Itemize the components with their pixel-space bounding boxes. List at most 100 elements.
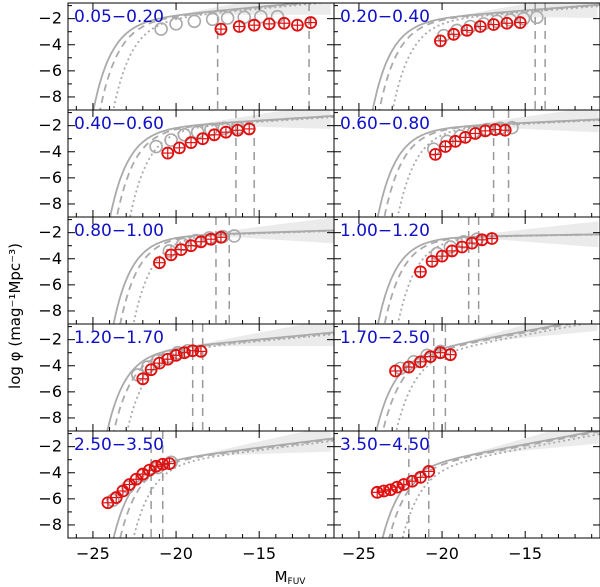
red-data-point <box>389 364 402 378</box>
x-tick-label: −25 <box>76 544 110 563</box>
uncertainty-band <box>407 431 599 484</box>
panel-9: 2.50−3.50 −8 −6 −4 −2 −25 −20 −15 <box>38 430 335 563</box>
x-tick-label: −20 <box>425 544 459 563</box>
panel-10: 3.50−4.50 −25 −20 −15 <box>333 430 600 563</box>
x-axis-label: MFUV <box>275 568 307 587</box>
y-tick-label: −4 <box>38 249 62 268</box>
red-data-point <box>433 34 447 48</box>
red-data-point <box>390 480 404 494</box>
panel-plot-area <box>101 431 334 538</box>
y-tick-label: −4 <box>38 356 62 375</box>
red-data-point <box>153 256 166 270</box>
red-data-point <box>247 18 261 32</box>
panel-plot-area <box>109 110 334 217</box>
redshift-range-label: 0.80−1.00 <box>74 221 164 241</box>
fit-line-dotted <box>395 324 588 431</box>
gray-data-point <box>149 139 163 154</box>
red-data-point <box>136 467 150 481</box>
fit-line-dotted <box>401 433 600 538</box>
redshift-range-label: 1.70−2.50 <box>340 328 430 348</box>
gray-data-point <box>530 10 544 25</box>
gray-data-point <box>164 133 178 147</box>
gray-data-point <box>270 9 285 24</box>
red-data-point <box>422 465 436 478</box>
x-axis-label-main: M <box>275 568 288 586</box>
y-tick-label: −8 <box>38 87 62 106</box>
fit-line-dotted <box>112 3 330 110</box>
panel-2: 0.20−0.40 <box>333 2 600 111</box>
y-tick-label: −6 <box>38 61 62 80</box>
red-data-point <box>488 123 502 136</box>
redshift-range-label: 3.50−4.50 <box>340 435 430 455</box>
red-data-point <box>277 16 291 30</box>
red-data-point <box>291 18 304 32</box>
redshift-range-label: 1.00−1.20 <box>340 221 430 241</box>
fit-line-dotted <box>132 230 334 324</box>
panel-plot-area <box>92 3 331 110</box>
y-tick-label: −6 <box>38 489 62 508</box>
red-data-point <box>163 457 176 471</box>
red-data-point <box>194 345 208 358</box>
panel-plot-area <box>106 324 334 431</box>
red-data-point <box>186 344 200 358</box>
red-data-point <box>143 463 156 477</box>
x-tick-label: −25 <box>342 544 376 563</box>
fit-line-dotted <box>391 5 600 110</box>
panel-6: 1.00−1.20 <box>333 216 600 325</box>
gray-data-point <box>187 14 202 29</box>
x-tick-label: −15 <box>508 544 542 563</box>
gray-data-point <box>205 12 220 27</box>
redshift-range-label: 2.50−3.50 <box>74 435 164 455</box>
y-tick-label: −6 <box>38 275 62 294</box>
fit-line-solid <box>375 324 568 431</box>
red-data-point <box>219 125 233 139</box>
red-data-point <box>164 248 178 262</box>
fit-line-dashed <box>113 332 334 431</box>
gray-data-point <box>490 14 504 29</box>
red-data-point <box>207 128 221 142</box>
y-tick-label: −2 <box>38 223 62 242</box>
panel-plot-area <box>112 217 334 324</box>
panel-1: 0.05−0.20 −8 −6 −4 −2 <box>38 2 335 111</box>
panel-3: 0.40−0.60 −8 −6 −4 −2 <box>38 109 335 218</box>
fit-line-dashed <box>388 431 600 538</box>
y-tick-label: −8 <box>38 515 62 534</box>
y-tick-label: −8 <box>38 408 62 427</box>
panel-5: 0.80−1.00 −8 −6 −4 −2 <box>38 216 335 325</box>
redshift-range-label: 0.40−0.60 <box>74 114 164 134</box>
red-data-point <box>304 16 318 29</box>
gray-data-point <box>220 11 235 25</box>
panel-plot-area <box>377 217 600 324</box>
red-data-point <box>377 484 391 498</box>
red-data-point <box>447 27 461 41</box>
gray-data-point <box>227 229 242 243</box>
red-data-point <box>414 470 427 484</box>
fit-line-solid <box>112 437 334 538</box>
redshift-range-label: 0.60−0.80 <box>340 114 430 134</box>
gray-data-point <box>254 9 268 24</box>
panel-4: 0.60−0.80 <box>333 109 600 218</box>
panel-8: 1.70−2.50 <box>333 323 600 432</box>
red-data-point <box>144 363 158 377</box>
red-data-point <box>429 147 442 161</box>
gray-data-point <box>177 127 192 142</box>
red-data-point <box>414 265 427 279</box>
red-data-point <box>370 485 384 499</box>
red-data-point <box>242 122 256 136</box>
uncertainty-band <box>407 221 599 255</box>
fit-line-dashed <box>378 4 600 110</box>
fit-line-dotted <box>397 233 600 324</box>
y-tick-label: −8 <box>38 194 62 213</box>
redshift-range-label: 1.20−1.70 <box>74 328 164 348</box>
red-data-point <box>184 136 198 150</box>
x-tick-label: −15 <box>242 544 276 563</box>
panel-7: 1.20−1.70 −8 −6 −4 −2 <box>38 323 335 432</box>
red-data-point <box>177 346 191 360</box>
red-data-point <box>397 478 411 491</box>
y-tick-label: −8 <box>38 301 62 320</box>
y-tick-label: −4 <box>38 463 62 482</box>
y-tick-label: −6 <box>38 168 62 187</box>
y-tick-label: −6 <box>38 382 62 401</box>
y-tick-label: −4 <box>38 142 62 161</box>
x-axis-label-sub: FUV <box>288 577 307 587</box>
